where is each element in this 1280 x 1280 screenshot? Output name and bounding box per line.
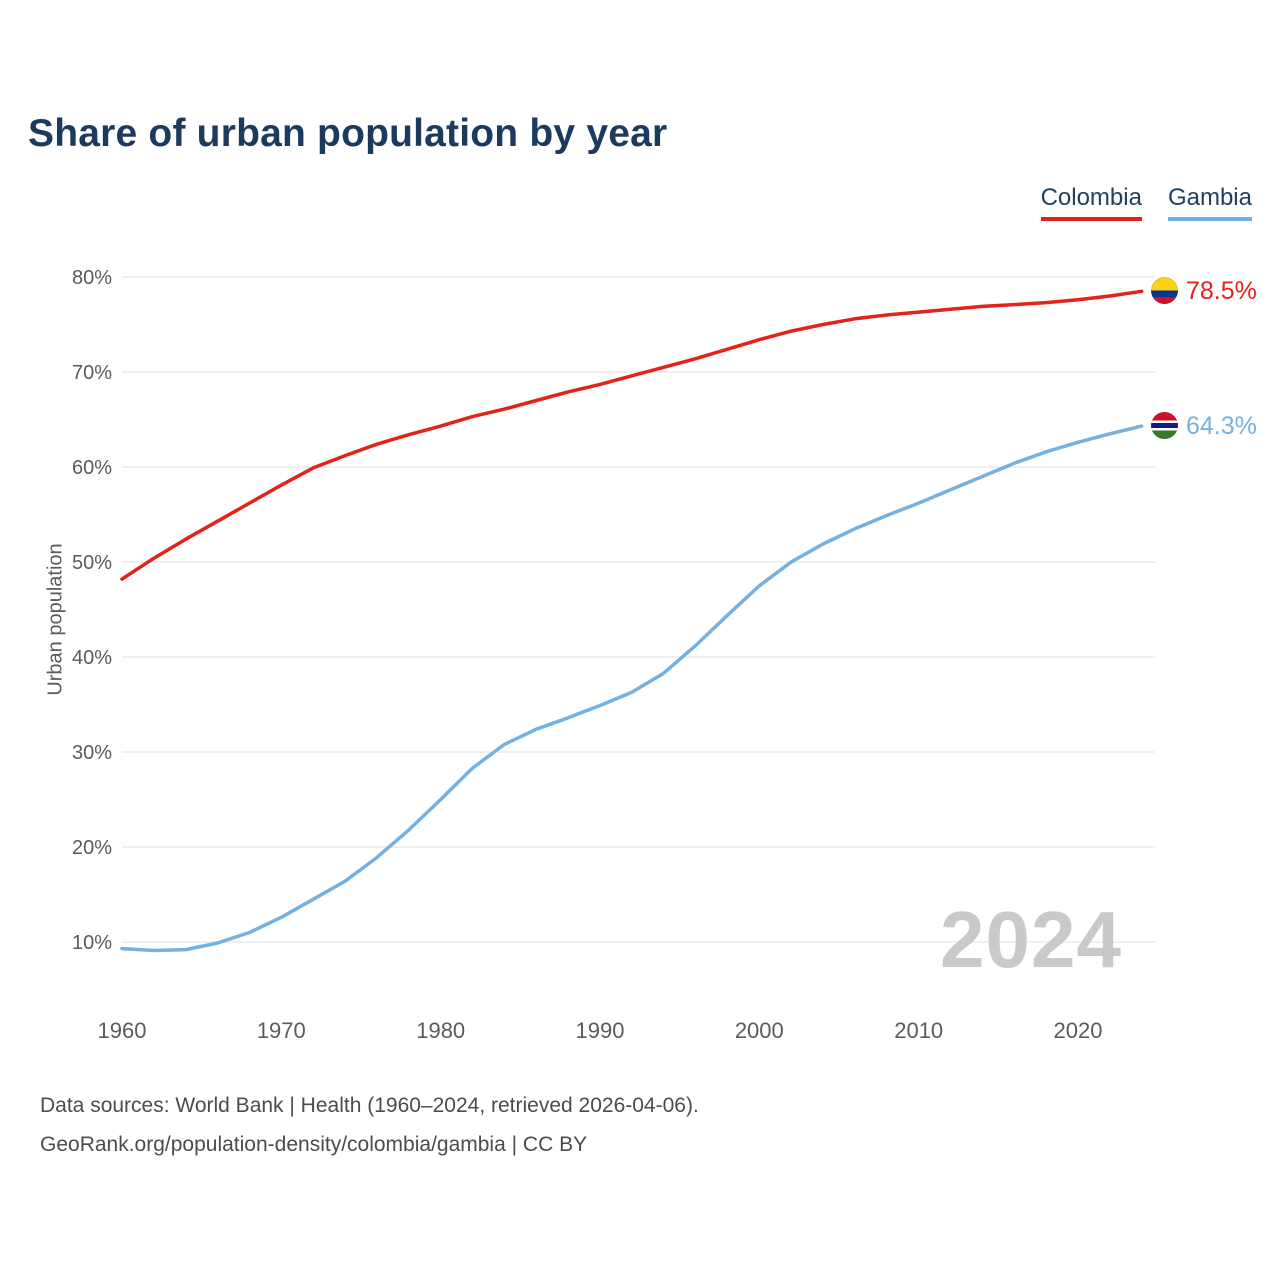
y-tick-label: 50%: [72, 552, 112, 574]
legend: Colombia Gambia: [1040, 184, 1252, 221]
y-tick-label: 20%: [72, 837, 112, 859]
x-tick-label: 1980: [416, 1018, 465, 1043]
gambia-flag-icon: [1151, 412, 1178, 439]
page-title: Share of urban population by year: [28, 112, 668, 155]
y-axis-label: Urban population: [44, 543, 67, 696]
colombia-end-value: 78.5%: [1186, 277, 1257, 305]
gambia-line: [120, 424, 1144, 953]
y-tick-label: 70%: [72, 362, 112, 384]
colombia-line: [120, 289, 1144, 581]
legend-item-colombia[interactable]: Colombia: [1040, 184, 1142, 221]
gambia-end-value: 64.3%: [1186, 412, 1257, 440]
footer-data-sources: Data sources: World Bank | Health (1960–…: [40, 1094, 699, 1117]
y-tick-label: 40%: [72, 647, 112, 669]
colombia-flag-icon: [1151, 277, 1178, 304]
x-tick-label: 1960: [98, 1018, 147, 1043]
footer-attribution: GeoRank.org/population-density/colombia/…: [40, 1133, 588, 1156]
y-tick-label: 60%: [72, 457, 112, 479]
footer: Data sources: World Bank | Health (1960–…: [40, 1086, 699, 1164]
y-tick-label: 30%: [72, 742, 112, 764]
x-tick-label: 2020: [1054, 1018, 1103, 1043]
legend-item-gambia[interactable]: Gambia: [1167, 184, 1252, 221]
x-tick-label: 2010: [894, 1018, 943, 1043]
year-watermark: 2024: [940, 895, 1122, 984]
x-tick-label: 1970: [257, 1018, 306, 1043]
x-tick-label: 2000: [735, 1018, 784, 1043]
y-tick-label: 80%: [72, 267, 112, 289]
y-tick-label: 10%: [72, 932, 112, 954]
x-tick-label: 1990: [576, 1018, 625, 1043]
